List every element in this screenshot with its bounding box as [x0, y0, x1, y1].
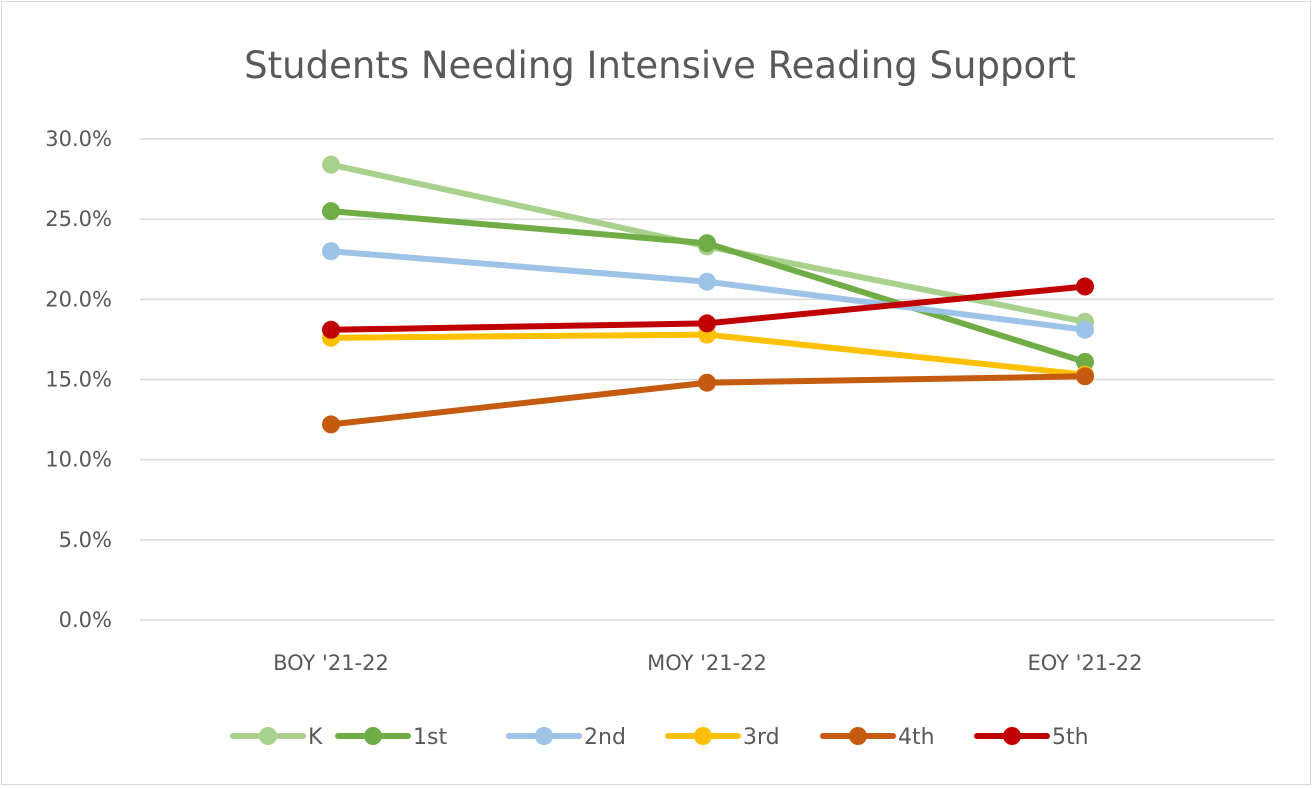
series-5th	[322, 277, 1094, 339]
legend-item: K	[230, 725, 323, 750]
data-point	[1076, 277, 1094, 296]
legend-item: 1st	[335, 725, 447, 750]
legend-item: 4th	[820, 725, 935, 750]
series-lines	[322, 155, 1094, 434]
legend-item: 2nd	[506, 725, 626, 750]
y-axis-tick-labels: 0.0% 5.0% 10.0% 15.0% 20.0% 25.0% 30.0%	[45, 127, 112, 632]
series-2nd	[322, 242, 1094, 339]
data-point	[322, 415, 340, 434]
y-tick-label: 10.0%	[45, 448, 112, 472]
legend-label: 5th	[1052, 725, 1089, 750]
y-tick-label: 15.0%	[45, 368, 112, 392]
x-tick-label: BOY '21-22	[273, 651, 389, 675]
legend-label: 1st	[413, 725, 447, 750]
data-point	[1076, 320, 1094, 339]
legend-swatch-marker	[535, 727, 553, 745]
data-point	[1076, 367, 1094, 386]
data-point	[322, 242, 340, 261]
data-point	[322, 320, 340, 339]
data-point	[698, 314, 716, 333]
data-point	[322, 155, 340, 174]
legend-item: 3rd	[665, 725, 780, 750]
legend-swatch-marker	[1003, 727, 1021, 745]
x-tick-label: MOY '21-22	[647, 651, 767, 675]
data-point	[322, 202, 340, 221]
y-tick-label: 30.0%	[45, 127, 112, 151]
x-axis-tick-labels: BOY '21-22 MOY '21-22 EOY '21-22	[273, 651, 1142, 675]
legend-label: 2nd	[584, 725, 626, 750]
legend-swatch-marker	[259, 727, 277, 745]
data-point	[698, 373, 716, 392]
legend-label: K	[308, 725, 323, 750]
series-4th	[322, 367, 1094, 434]
legend-swatch-marker	[849, 727, 867, 745]
legend-swatch-marker	[364, 727, 382, 745]
x-tick-label: EOY '21-22	[1028, 651, 1143, 675]
legend: K 1st 2nd 3rd 4th 5th	[230, 725, 1089, 750]
legend-label: 3rd	[743, 725, 780, 750]
legend-label: 4th	[898, 725, 935, 750]
data-point	[1076, 352, 1094, 371]
y-tick-label: 5.0%	[59, 528, 112, 552]
series-1st	[322, 202, 1094, 371]
y-tick-label: 25.0%	[45, 207, 112, 231]
data-point	[698, 234, 716, 253]
chart-title: Students Needing Intensive Reading Suppo…	[244, 44, 1076, 87]
data-point	[698, 272, 716, 291]
y-tick-label: 0.0%	[59, 608, 112, 632]
y-tick-label: 20.0%	[45, 287, 112, 311]
legend-swatch-marker	[694, 727, 712, 745]
legend-item: 5th	[974, 725, 1089, 750]
